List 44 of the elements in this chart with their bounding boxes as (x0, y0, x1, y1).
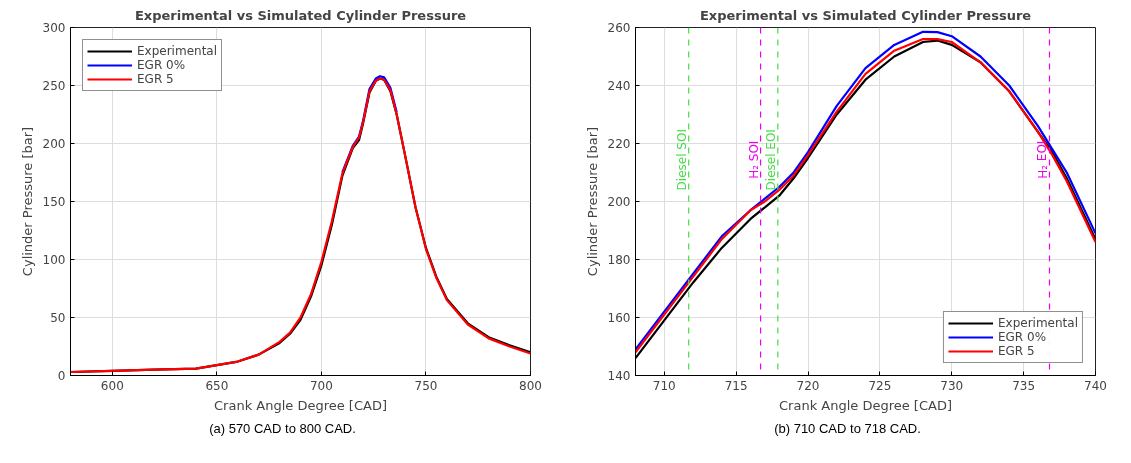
y-tick-label: 140 (607, 369, 631, 383)
y-tick-label: 240 (607, 79, 631, 93)
ref-line-label: Diesel EOI (763, 129, 778, 191)
x-axis-title: Crank Angle Degree [CAD] (779, 397, 953, 413)
y-axis-title: Cylinder Pressure [bar] (584, 126, 600, 277)
x-tick-label: 720 (796, 378, 820, 393)
y-tick-label: 50 (50, 311, 66, 325)
x-tick-label: 730 (940, 378, 964, 393)
x-tick-label: 715 (724, 378, 748, 393)
y-tick-label: 260 (607, 21, 631, 35)
legend-label: Experimental (137, 44, 218, 58)
ref-line-label: Diesel SOI (674, 129, 689, 191)
y-tick-label: 200 (42, 137, 66, 151)
x-tick-label: 740 (1084, 378, 1107, 393)
legend-label: Experimental (997, 316, 1078, 330)
x-tick-label: 710 (652, 378, 676, 393)
legend-label: EGR 5 (997, 344, 1035, 358)
x-axis-title: Crank Angle Degree [CAD] (214, 397, 388, 413)
x-tick-label: 800 (519, 378, 542, 393)
y-tick-label: 150 (42, 195, 66, 209)
y-tick-label: 300 (42, 21, 66, 35)
y-tick-label: 200 (607, 195, 631, 209)
chart-title: Experimental vs Simulated Cylinder Pressure (699, 7, 1032, 23)
x-tick-label: 735 (1012, 378, 1036, 393)
y-tick-label: 160 (607, 311, 631, 325)
x-tick-label: 700 (309, 378, 333, 393)
y-tick-label: 100 (42, 253, 66, 267)
y-tick-label: 0 (57, 369, 66, 383)
x-tick-label: 600 (100, 378, 124, 393)
y-tick-label: 220 (607, 137, 631, 151)
chart-title: Experimental vs Simulated Cylinder Pressure (134, 7, 467, 23)
ref-line-label: H₂ EOI (1035, 140, 1050, 179)
y-tick-label: 250 (42, 79, 66, 93)
legend-label: EGR 5 (137, 72, 174, 86)
x-tick-label: 650 (205, 378, 229, 393)
x-tick-label: 725 (868, 378, 892, 393)
y-tick-label: 180 (607, 253, 631, 267)
ref-line-label: H₂ SOI (746, 140, 761, 179)
text: (b) 710 CAD to 718 CAD. (774, 420, 921, 438)
legend-label: EGR 0% (137, 58, 186, 72)
y-axis-title: Cylinder Pressure [bar] (19, 126, 35, 277)
x-tick-label: 750 (414, 378, 438, 393)
text: (a) 570 CAD to 800 CAD. (209, 420, 356, 438)
legend-label: EGR 0% (997, 330, 1047, 344)
